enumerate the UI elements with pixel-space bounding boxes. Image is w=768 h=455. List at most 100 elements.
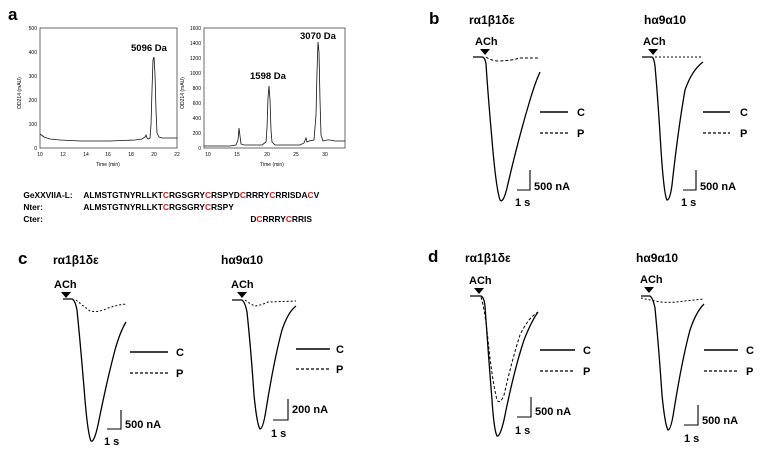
x-tick: 16 <box>105 152 111 158</box>
scale-bar <box>517 170 531 191</box>
panel-b: rα1β1δε hα9α10 ACh C P 500 nA 1 s ACh C … <box>469 13 748 209</box>
chromatogram-right-trace <box>204 41 345 147</box>
ach-arrowhead-icon <box>644 287 654 293</box>
x-tick: 22 <box>174 152 180 158</box>
panel-letter-d: d <box>428 247 438 266</box>
x-tick: 20 <box>264 152 270 158</box>
trace-peptide <box>485 56 540 62</box>
sequence-label: Cter: <box>23 214 43 224</box>
x-tick: 25 <box>293 152 299 158</box>
trace-control <box>232 299 297 430</box>
chromatogram-left: OD214 (mAU) Time (min) 0 100 200 300 400… <box>17 26 180 168</box>
chromatogram-right-peak-label-1: 1598 Da <box>250 71 287 82</box>
chromatogram-left-xticks: 10 12 14 16 18 20 22 <box>37 152 180 158</box>
ach-arrowhead-icon <box>61 292 71 298</box>
chromatogram-left-frame <box>39 27 178 149</box>
chromatogram-left-xlabel: Time (min) <box>96 162 120 168</box>
sequence-text: DCRRRYCRRIS <box>250 214 312 224</box>
x-tick: 18 <box>128 152 134 158</box>
chromatogram-left-peak-label: 5096 Da <box>131 43 168 54</box>
legend-label-c: C <box>176 347 184 359</box>
scale-label-time: 1 s <box>684 433 699 445</box>
legend-label-c: C <box>336 344 344 356</box>
scale-bar <box>107 410 122 430</box>
scale-label-current: 500 nA <box>700 181 736 193</box>
ach-label: ACh <box>54 279 77 291</box>
legend-label-c: C <box>583 345 591 357</box>
y-tick: 0 <box>198 146 201 152</box>
y-tick: 300 <box>29 74 38 80</box>
trace-control <box>642 56 704 201</box>
scale-bar <box>683 170 697 191</box>
y-tick: 400 <box>193 116 202 122</box>
sequence-text: ALMSTGTNYRLLKTCRGSGRYCRSPY <box>83 202 234 212</box>
chromatogram-right-xlabel: Time (min) <box>260 162 284 168</box>
chromatogram-right-peak-label-2: 3070 Da <box>300 31 337 42</box>
y-tick: 600 <box>193 101 202 107</box>
x-tick: 14 <box>83 152 89 158</box>
scale-bar <box>684 405 699 426</box>
y-tick: 1400 <box>190 41 201 47</box>
y-tick: 100 <box>29 122 38 128</box>
ach-arrowhead-icon <box>648 49 658 55</box>
ach-label: ACh <box>640 274 663 286</box>
trace-control <box>473 56 541 202</box>
scale-label-time: 1 s <box>104 436 119 448</box>
x-tick: 12 <box>60 152 66 158</box>
scale-label-time: 1 s <box>515 197 530 209</box>
y-tick: 500 <box>29 26 38 32</box>
chromatogram-right: OD214 (mAU) Time (min) 0 200 400 600 800… <box>180 26 346 168</box>
ach-arrowhead-icon <box>480 49 490 55</box>
ach-label: ACh <box>231 279 254 291</box>
ach-label: ACh <box>469 275 492 287</box>
receptor-label-d-right: hα9α10 <box>636 251 678 265</box>
scale-bar <box>517 397 532 418</box>
ach-label: ACh <box>475 36 498 48</box>
legend-label-p: P <box>746 366 753 378</box>
receptor-label-b-right: hα9α10 <box>644 13 686 27</box>
receptor-label-d-left: rα1β1δε <box>465 251 511 265</box>
chromatogram-left-ylabel: OD214 (mAU) <box>17 77 23 109</box>
legend-label-p: P <box>740 128 747 140</box>
chromatogram-left-trace <box>39 56 177 142</box>
scale-label-current: 200 nA <box>292 404 328 416</box>
receptor-label-b-left: rα1β1δε <box>469 13 515 27</box>
y-tick: 400 <box>29 50 38 56</box>
scale-label-time: 1 s <box>681 197 696 209</box>
x-tick: 15 <box>234 152 240 158</box>
scale-label-current: 500 nA <box>125 419 161 431</box>
scale-label-current: 500 nA <box>535 406 571 418</box>
y-tick: 200 <box>193 131 202 137</box>
chromatogram-left-yticks: 0 100 200 300 400 500 <box>29 26 38 152</box>
y-tick: 800 <box>193 86 202 92</box>
legend-label-p: P <box>583 366 590 378</box>
ach-arrowhead-icon <box>237 292 247 298</box>
trace-control <box>470 295 539 437</box>
trace-peptide <box>480 296 539 403</box>
x-tick: 20 <box>151 152 157 158</box>
y-tick: 0 <box>34 146 37 152</box>
panel-d: rα1β1δε hα9α10 ACh C P 500 nA 1 s ACh C … <box>465 251 754 445</box>
receptor-label-c-left: rα1β1δε <box>53 253 99 267</box>
receptor-label-c-right: hα9α10 <box>221 253 263 267</box>
y-tick: 1000 <box>190 71 201 77</box>
trace-peptide <box>75 299 127 313</box>
ach-label: ACh <box>643 36 666 48</box>
panel-letter-c: c <box>18 249 27 268</box>
trace-peptide <box>244 299 297 307</box>
sequence-row-full: GeXXVIIA-L: ALMSTGTNYRLLKTCRGSGRYCRSPYDCR… <box>14 180 319 210</box>
sequence-row-nter: Nter: ALMSTGTNYRLLKTCRGSGRYCRSPY <box>14 192 234 222</box>
panel-letter-b: b <box>429 9 439 28</box>
x-tick: 10 <box>37 152 43 158</box>
panel-c: rα1β1δε hα9α10 ACh C P 500 nA 1 s ACh C … <box>53 253 344 448</box>
chromatogram-right-xticks: 10 15 20 25 30 <box>205 152 328 158</box>
trace-control <box>63 298 127 442</box>
scale-label-current: 500 nA <box>702 415 738 427</box>
scale-label-current: 500 nA <box>534 181 570 193</box>
x-tick: 30 <box>322 152 328 158</box>
legend-label-p: P <box>336 364 343 376</box>
sequence-label: Nter: <box>23 202 43 212</box>
scale-bar <box>273 399 289 421</box>
legend-label-c: C <box>740 107 748 119</box>
